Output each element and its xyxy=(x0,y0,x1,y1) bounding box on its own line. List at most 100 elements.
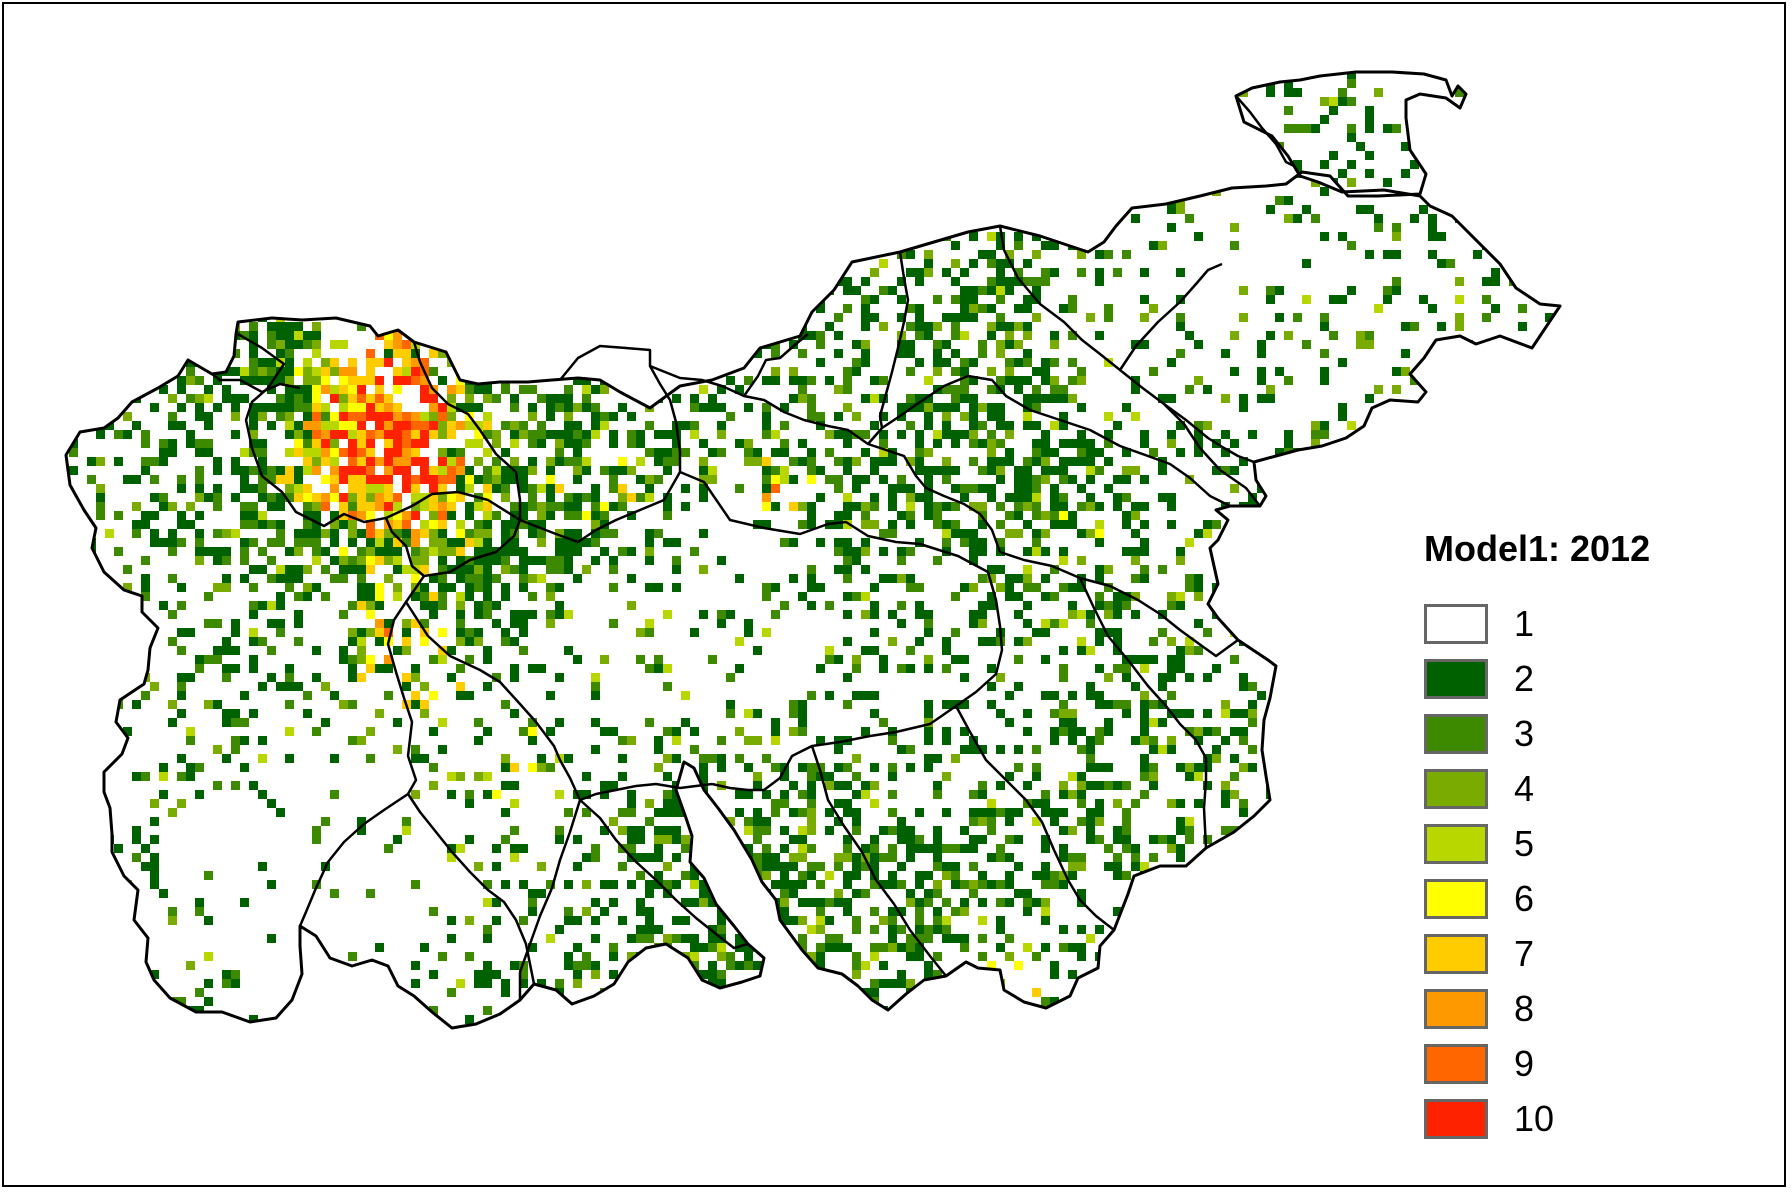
raster-cell xyxy=(1311,124,1320,133)
raster-cell xyxy=(969,115,978,124)
raster-cell xyxy=(66,385,69,394)
raster-cell xyxy=(132,673,141,682)
raster-cell xyxy=(69,997,78,1006)
raster-cell xyxy=(519,475,528,484)
raster-cell xyxy=(1536,367,1545,376)
raster-cell xyxy=(240,475,249,484)
raster-cell xyxy=(888,826,897,835)
raster-cell xyxy=(285,322,294,331)
raster-cell xyxy=(960,484,969,493)
raster-cell xyxy=(591,421,600,430)
raster-cell xyxy=(888,907,897,916)
raster-cell xyxy=(474,610,483,619)
raster-cell xyxy=(789,268,798,277)
raster-cell xyxy=(186,673,195,682)
raster-cell xyxy=(402,250,411,259)
raster-cell xyxy=(213,556,222,565)
raster-cell xyxy=(357,484,366,493)
raster-cell xyxy=(474,304,483,313)
raster-cell xyxy=(717,277,726,286)
raster-cell xyxy=(339,610,348,619)
raster-cell xyxy=(897,1006,906,1015)
raster-cell xyxy=(411,700,420,709)
raster-cell xyxy=(906,844,915,853)
raster-cell xyxy=(96,484,105,493)
raster-cell xyxy=(1023,565,1032,574)
raster-cell xyxy=(519,88,528,97)
raster-cell xyxy=(357,430,366,439)
raster-cell xyxy=(1086,448,1095,457)
raster-cell xyxy=(321,376,330,385)
raster-cell xyxy=(1014,655,1023,664)
raster-cell xyxy=(582,223,591,232)
raster-cell xyxy=(1086,736,1095,745)
raster-cell xyxy=(852,772,861,781)
raster-cell xyxy=(933,349,942,358)
raster-cell xyxy=(1347,178,1356,187)
raster-cell xyxy=(123,979,132,988)
raster-cell xyxy=(276,574,285,583)
raster-cell xyxy=(996,187,1005,196)
raster-cell xyxy=(168,277,177,286)
raster-cell xyxy=(1275,988,1284,997)
raster-cell xyxy=(1194,970,1203,979)
raster-cell xyxy=(285,727,294,736)
raster-cell xyxy=(1338,169,1347,178)
raster-cell xyxy=(627,601,636,610)
raster-cell xyxy=(375,493,384,502)
raster-cell xyxy=(555,556,564,565)
raster-cell xyxy=(654,97,663,106)
raster-cell xyxy=(1293,637,1302,646)
raster-cell xyxy=(168,250,177,259)
raster-cell xyxy=(1086,466,1095,475)
raster-cell xyxy=(915,601,924,610)
raster-cell xyxy=(1095,736,1104,745)
raster-cell xyxy=(1185,961,1194,970)
raster-cell xyxy=(177,772,186,781)
raster-cell xyxy=(618,250,627,259)
raster-cell xyxy=(807,826,816,835)
raster-cell xyxy=(78,655,87,664)
raster-cell xyxy=(249,601,258,610)
raster-cell xyxy=(303,565,312,574)
raster-cell xyxy=(708,475,717,484)
raster-cell xyxy=(1122,547,1131,556)
raster-cell xyxy=(1032,439,1041,448)
raster-cell xyxy=(717,880,726,889)
raster-cell xyxy=(564,529,573,538)
raster-cell xyxy=(1293,835,1302,844)
raster-cell xyxy=(600,331,609,340)
raster-cell xyxy=(420,331,429,340)
raster-cell xyxy=(1194,736,1203,745)
raster-cell xyxy=(1329,538,1338,547)
raster-cell xyxy=(951,871,960,880)
raster-cell xyxy=(105,529,114,538)
raster-cell xyxy=(105,1006,114,1015)
raster-cell xyxy=(600,907,609,916)
raster-cell xyxy=(1032,72,1041,79)
raster-cell xyxy=(906,826,915,835)
raster-cell xyxy=(1059,727,1068,736)
raster-cell xyxy=(303,511,312,520)
raster-cell xyxy=(1419,205,1428,214)
raster-cell xyxy=(1230,106,1239,115)
raster-cell xyxy=(861,538,870,547)
raster-cell xyxy=(1176,799,1185,808)
raster-cell xyxy=(1014,268,1023,277)
raster-cell xyxy=(303,106,312,115)
raster-cell xyxy=(1050,511,1059,520)
raster-cell xyxy=(510,313,519,322)
raster-cell xyxy=(1230,727,1239,736)
raster-cell xyxy=(1050,691,1059,700)
raster-cell xyxy=(825,430,834,439)
raster-cell xyxy=(1023,466,1032,475)
raster-cell xyxy=(708,826,717,835)
raster-cell xyxy=(312,421,321,430)
raster-cell xyxy=(1230,790,1239,799)
raster-cell xyxy=(321,277,330,286)
raster-cell xyxy=(1095,925,1104,934)
raster-cell xyxy=(1077,583,1086,592)
raster-cell xyxy=(555,322,564,331)
raster-cell xyxy=(924,961,933,970)
raster-cell xyxy=(1050,970,1059,979)
